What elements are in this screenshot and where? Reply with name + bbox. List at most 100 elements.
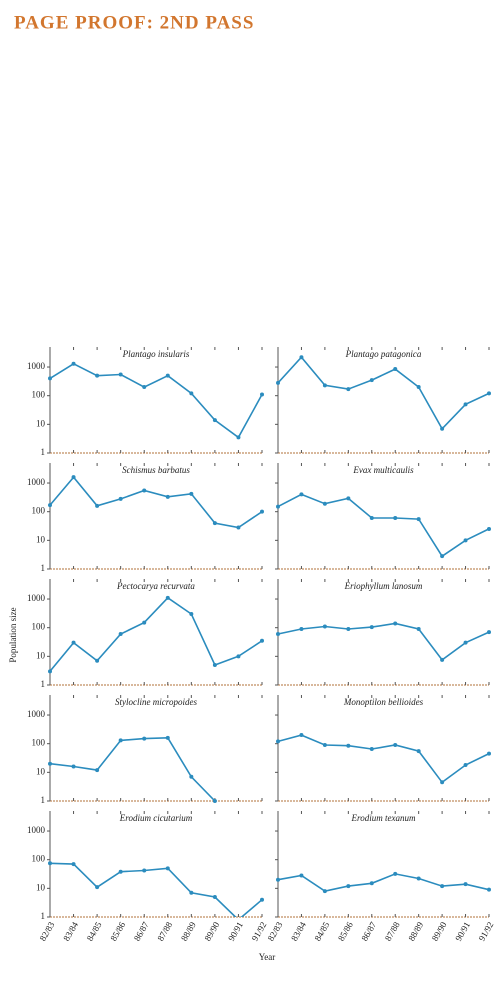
- point: [440, 657, 445, 662]
- x-tick-label: 84/85: [312, 920, 331, 943]
- point: [189, 774, 194, 779]
- point: [236, 435, 241, 440]
- point: [416, 626, 421, 631]
- point: [276, 877, 280, 882]
- point: [322, 889, 327, 894]
- x-tick-label: 86/87: [359, 920, 378, 943]
- point: [48, 669, 52, 674]
- point: [299, 492, 304, 497]
- x-tick-label: 90/91: [226, 920, 245, 943]
- point: [346, 884, 351, 889]
- x-tick-label: 90/91: [453, 920, 472, 943]
- point: [322, 501, 327, 506]
- point: [48, 503, 52, 508]
- point: [236, 525, 241, 530]
- point: [393, 516, 398, 521]
- point: [260, 638, 264, 643]
- point: [165, 866, 170, 871]
- panel-title: Plantago insularis: [122, 349, 190, 359]
- page-header: PAGE PROOF: 2ND PASS: [14, 12, 254, 33]
- y-tick-label: 100: [32, 506, 46, 516]
- point: [142, 385, 147, 390]
- point: [48, 761, 52, 766]
- point: [95, 658, 100, 663]
- series-line: [49, 862, 263, 917]
- series-line: [277, 493, 490, 558]
- point: [487, 630, 491, 635]
- series-line: [277, 355, 490, 431]
- y-tick-label: 1: [41, 795, 46, 805]
- series-line: [49, 596, 263, 672]
- point: [369, 881, 374, 886]
- panel-title: Erodium texanum: [351, 813, 416, 823]
- point: [189, 890, 194, 895]
- x-tick-label: 83/84: [289, 920, 308, 943]
- x-tick-label: 89/90: [430, 920, 449, 943]
- y-tick-label: 1000: [27, 477, 46, 487]
- point: [299, 873, 304, 878]
- point: [95, 503, 100, 508]
- point: [260, 897, 264, 902]
- x-tick-label: 87/88: [155, 920, 174, 943]
- point: [322, 742, 327, 747]
- point: [260, 509, 264, 514]
- point: [189, 491, 194, 496]
- point: [393, 742, 398, 747]
- panel-title: Erodium cicutarium: [119, 813, 193, 823]
- point: [95, 373, 100, 378]
- point: [463, 538, 468, 543]
- x-tick-label: 88/89: [406, 920, 425, 943]
- panel-title: Eriophyllum lanosum: [344, 581, 423, 591]
- point: [189, 391, 194, 396]
- point: [346, 496, 351, 501]
- point: [71, 764, 76, 769]
- y-tick-label: 1000: [27, 709, 46, 719]
- series-line: [277, 873, 490, 892]
- point: [212, 418, 217, 423]
- y-tick-label: 10: [36, 534, 46, 544]
- point: [142, 620, 147, 625]
- x-tick-label: 82/83: [38, 920, 57, 943]
- x-tick-label: 82/83: [266, 920, 285, 943]
- x-tick-label: 91/92: [477, 920, 495, 943]
- point: [440, 554, 445, 559]
- point: [393, 367, 398, 372]
- point: [71, 361, 76, 366]
- point: [322, 383, 327, 388]
- point: [416, 876, 421, 881]
- point: [48, 376, 52, 381]
- point: [393, 621, 398, 626]
- point: [487, 526, 491, 531]
- x-tick-label: 91/92: [250, 920, 269, 943]
- point: [416, 749, 421, 754]
- series-line: [49, 736, 216, 801]
- x-tick-label: 83/84: [61, 920, 80, 943]
- y-tick-label: 1: [41, 447, 46, 457]
- point: [346, 387, 351, 392]
- y-tick-label: 1000: [27, 593, 46, 603]
- series-line: [49, 475, 263, 529]
- y-tick-label: 100: [32, 622, 46, 632]
- point: [276, 380, 280, 385]
- point: [487, 751, 491, 756]
- x-tick-label: 88/89: [179, 920, 198, 943]
- series-line: [49, 362, 263, 439]
- point: [142, 868, 147, 873]
- point: [369, 625, 374, 630]
- panel-title: Pectocarya recurvata: [116, 581, 195, 591]
- point: [165, 595, 170, 600]
- point: [487, 391, 491, 396]
- y-tick-label: 10: [36, 882, 46, 892]
- point: [299, 626, 304, 631]
- point: [369, 516, 374, 521]
- point: [440, 426, 445, 431]
- point: [48, 861, 52, 866]
- y-tick-label: 10: [36, 766, 46, 776]
- y-axis-label: Population size: [8, 607, 18, 662]
- panel-title: Schismus barbatus: [122, 465, 190, 475]
- y-tick-label: 1: [41, 911, 46, 921]
- point: [118, 869, 123, 874]
- point: [71, 475, 76, 480]
